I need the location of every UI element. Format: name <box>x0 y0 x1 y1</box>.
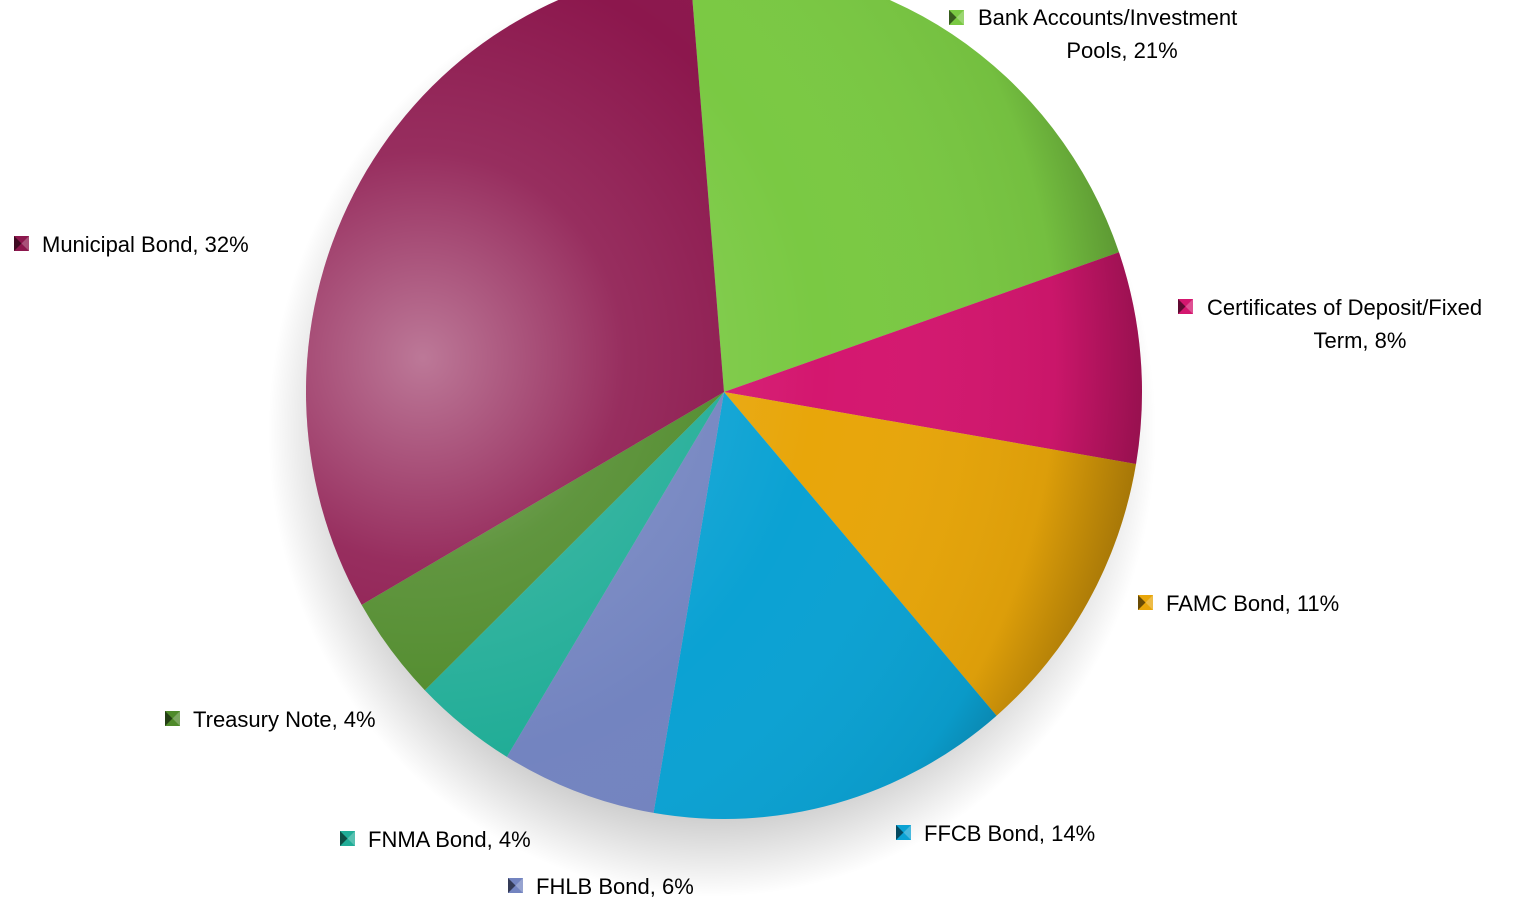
pie-sheen <box>306 0 1142 819</box>
data-label-fhlb-bond: FHLB Bond, 6% <box>508 874 694 899</box>
label-marker-icon <box>508 878 523 893</box>
data-label-text: Term, 8% <box>1314 328 1407 353</box>
data-label-text: Treasury Note, 4% <box>193 707 376 732</box>
label-marker-icon <box>1138 595 1153 610</box>
label-marker-icon <box>14 236 29 251</box>
data-label-text: FFCB Bond, 14% <box>924 821 1095 846</box>
data-label-treasury-note: Treasury Note, 4% <box>165 707 376 732</box>
label-marker-icon <box>340 831 355 846</box>
data-label-ffcb-bond: FFCB Bond, 14% <box>896 821 1095 846</box>
data-label-bank-accounts-investment-pools: Bank Accounts/Investment Pools, 21% <box>949 5 1237 63</box>
data-label-text: FNMA Bond, 4% <box>368 827 531 852</box>
data-label-text: Pools, 21% <box>1066 38 1177 63</box>
label-marker-icon <box>896 825 911 840</box>
data-label-text: Certificates of Deposit/Fixed <box>1207 295 1482 320</box>
pie-data-labels: Bank Accounts/Investment Pools, 21% Certif… <box>14 5 1482 899</box>
data-label-text: Municipal Bond, 32% <box>42 232 249 257</box>
data-label-text: FHLB Bond, 6% <box>536 874 694 899</box>
label-marker-icon <box>1178 299 1193 314</box>
data-label-certificates-of-deposit-fixed-term: Certificates of Deposit/Fixed Term, 8% <box>1178 295 1482 353</box>
data-label-text: FAMC Bond, 11% <box>1166 591 1339 616</box>
data-label-fnma-bond: FNMA Bond, 4% <box>340 827 531 852</box>
data-label-famc-bond: FAMC Bond, 11% <box>1138 591 1339 616</box>
label-marker-icon <box>165 711 180 726</box>
data-label-text: Bank Accounts/Investment <box>978 5 1237 30</box>
data-label-municipal-bond: Municipal Bond, 32% <box>14 232 249 257</box>
pie-sheen-overlay <box>306 0 1142 819</box>
label-marker-icon <box>949 10 964 25</box>
